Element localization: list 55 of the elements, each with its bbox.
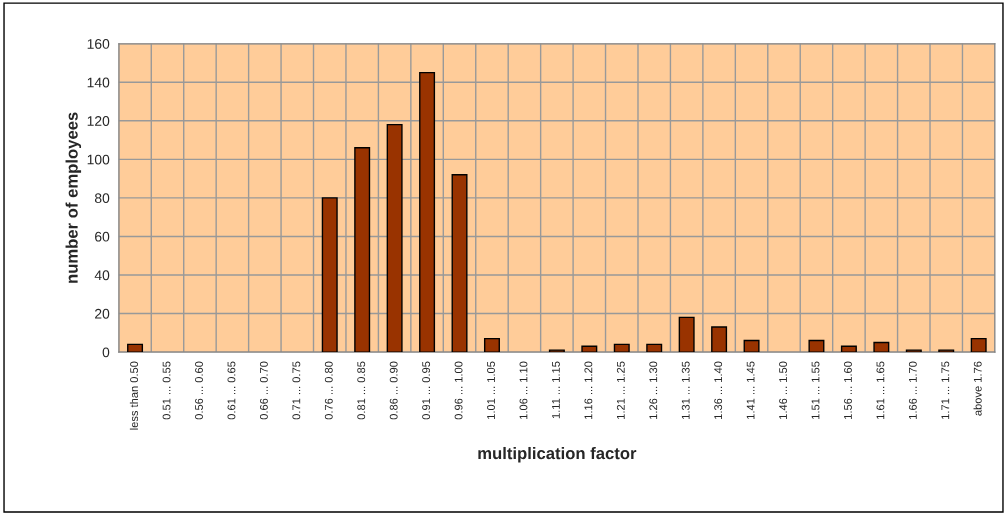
x-tick-label: 0.96 ... 1.00: [454, 361, 463, 420]
x-tick-label: 1.11 ... 1.15: [552, 361, 560, 419]
y-tick-label: 160: [87, 39, 110, 49]
x-tick-label: 1.71 ... 1.75: [941, 361, 950, 419]
x-tick-label: 1.36 ... 1.40: [714, 361, 723, 419]
x-tick-label: 0.81 ... 0.85: [357, 361, 366, 420]
y-tick-label: 40: [94, 270, 110, 281]
bar: [581, 345, 598, 353]
bar: [127, 343, 144, 353]
x-tick-label: 0.71 ... 0.75: [292, 361, 301, 420]
x-tick-label: 0.66 ... 0.70: [259, 361, 268, 420]
bar: [451, 174, 468, 353]
bar: [873, 341, 890, 353]
y-tick-label: 0: [102, 347, 110, 358]
x-tick-label: 0.51 ... 0.55: [162, 361, 171, 420]
x-tick-label: 1.66 ... 1.70: [908, 361, 917, 419]
bar: [808, 339, 825, 353]
x-tick-label: 1.41 ... 1.45: [746, 361, 755, 419]
x-tick-label: 0.61 ... 0.65: [227, 361, 236, 420]
bar: [840, 345, 857, 353]
x-tick-label: 0.76 ... 0.80: [324, 361, 333, 420]
y-tick-label: 140: [87, 77, 110, 88]
bar: [613, 343, 630, 353]
x-tick-label: 1.01 ... 1.05: [487, 361, 495, 419]
x-tick-label: 1.46 ... 1.50: [779, 361, 787, 419]
bar: [678, 316, 695, 353]
x-tick-label: 0.56 ... 0.60: [195, 361, 203, 420]
x-tick-label: 1.31 ... 1.35: [681, 361, 690, 419]
bar: [743, 339, 760, 353]
x-tick-label: 1.26 ... 1.30: [649, 361, 658, 419]
y-tick-label: 120: [87, 116, 110, 126]
x-tick-label: 1.51 ... 1.55: [811, 361, 820, 419]
x-tick-label: 0.91 ... 0.95: [422, 361, 431, 420]
x-tick-label: 1.61 ... 1.65: [876, 361, 885, 419]
bar: [354, 147, 371, 353]
x-tick-label: less than 0.50: [129, 361, 139, 430]
x-axis-title: multiplication factor: [478, 446, 637, 463]
bar: [321, 197, 338, 353]
bar: [646, 343, 663, 353]
y-tick-label: 20: [95, 308, 110, 319]
x-tick-label: 0.86 ... 0.90: [389, 361, 398, 420]
x-tick-label: 1.16 ... 1.20: [584, 361, 593, 419]
y-tick-label: 80: [94, 193, 110, 204]
y-axis-title: number of employees: [65, 112, 82, 283]
x-tick-label: 1.21 ... 1.25: [616, 361, 625, 419]
y-tick-label: 60: [95, 231, 110, 242]
bar: [483, 337, 500, 353]
bar: [970, 337, 987, 353]
bar: [711, 326, 728, 353]
x-tick-label: above 1.76: [973, 361, 982, 416]
bar: [419, 71, 436, 353]
x-tick-label: 1.56 ... 1.60: [844, 361, 852, 419]
bar: [386, 123, 403, 353]
y-tick-label: 100: [87, 154, 110, 165]
x-tick-label: 1.06 ... 1.10: [519, 361, 528, 419]
